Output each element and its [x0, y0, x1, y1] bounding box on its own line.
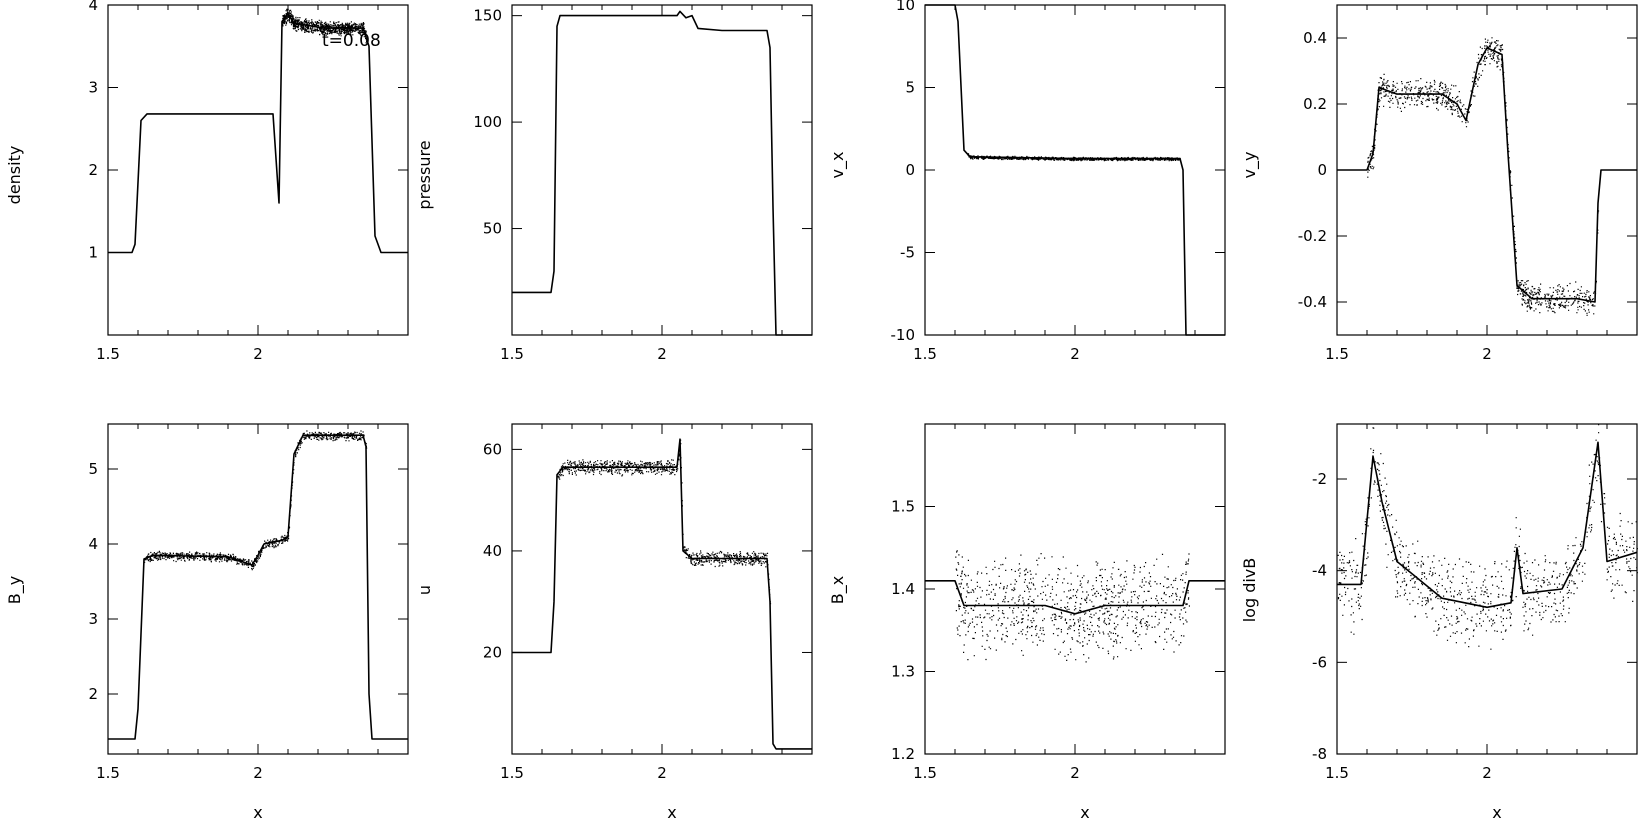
By-ytick-label: 3	[88, 610, 98, 628]
density-ytick-label: 1	[88, 244, 98, 262]
vx-series-line	[925, 4, 1225, 336]
pressure-ylabel: pressure	[415, 140, 434, 209]
vy-ytick-label: -0.2	[1298, 227, 1327, 245]
u-ytick-label: 40	[483, 542, 502, 560]
divB-xlabel: x	[1492, 803, 1501, 822]
pressure-xtick-label: 1.5	[500, 345, 524, 363]
panel-vx-data	[925, 4, 1225, 336]
divB-xtick-label: 2	[1482, 764, 1492, 782]
density-series-line	[108, 12, 408, 254]
Bx-ytick-label: 1.2	[891, 745, 915, 763]
u-series-line	[512, 438, 812, 750]
density-ytick-label: 2	[88, 161, 98, 179]
panel-density-data	[108, 8, 408, 254]
Bx-xtick-label: 1.5	[913, 764, 937, 782]
divB-xtick-label: 1.5	[1325, 764, 1349, 782]
By-xlabel: x	[253, 803, 262, 822]
panel-pressure: 1.5 2 50 100 150 pressure	[415, 4, 813, 363]
vx-ylabel: v_x	[828, 152, 848, 179]
pressure-ytick-label: 50	[483, 220, 502, 238]
vx-xtick-label: 1.5	[913, 345, 937, 363]
By-ytick-label: 4	[88, 535, 98, 553]
panel-u-data	[512, 438, 812, 750]
Bx-ytick-label: 1.4	[891, 580, 915, 598]
vx-ytick-label: -5	[900, 244, 915, 262]
Bx-xlabel: x	[1080, 803, 1089, 822]
pressure-ytick-label: 150	[473, 7, 502, 25]
Bx-series-line	[925, 580, 1225, 615]
Bx-ytick-label: 1.5	[891, 498, 915, 516]
density-ytick-label: 3	[88, 79, 98, 97]
density-xtick-label: 2	[253, 345, 263, 363]
density-ytick-label: 4	[88, 0, 98, 14]
panel-vy-data	[1337, 37, 1637, 316]
vy-ytick-label: -0.4	[1298, 293, 1327, 311]
u-xlabel: x	[667, 803, 676, 822]
vy-ylabel: v_y	[1240, 152, 1260, 179]
panel-By-ticks: 1.5 2 2 3 4 5	[88, 424, 409, 782]
panel-pressure-data	[512, 10, 812, 336]
By-ytick-label: 5	[88, 460, 98, 478]
Bx-scatter-points	[955, 550, 1190, 663]
panel-divB: 1.5 2 -8 -6 -4 -2 log divB x	[1240, 423, 1638, 822]
Bx-ylabel: B_x	[828, 576, 848, 604]
pressure-series-line	[512, 10, 812, 336]
panel-divB-ticks: 1.5 2 -8 -6 -4 -2	[1312, 424, 1638, 782]
Bx-xtick-label: 2	[1070, 764, 1080, 782]
panel-Bx-ticks: 1.5 2 1.2 1.3 1.4 1.5	[891, 424, 1226, 782]
divB-ytick-label: -8	[1312, 745, 1327, 763]
u-ylabel: u	[415, 585, 434, 595]
panel-vy-ticks: 1.5 2 -0.4 -0.2 0 0.2 0.4	[1298, 5, 1638, 363]
density-scatter-points	[282, 8, 368, 44]
vx-ytick-label: -10	[891, 326, 916, 344]
u-xtick-label: 2	[657, 764, 667, 782]
vx-ytick-label: 5	[905, 79, 915, 97]
panel-By: 1.5 2 2 3 4 5 B_y x	[5, 423, 409, 822]
By-ylabel: B_y	[5, 576, 25, 604]
u-ytick-label: 20	[483, 643, 502, 661]
vy-ytick-label: 0.2	[1303, 95, 1327, 113]
vy-ytick-label: 0	[1317, 161, 1327, 179]
vy-ytick-label: 0.4	[1303, 29, 1327, 47]
divB-ytick-label: -4	[1312, 562, 1327, 580]
u-ytick-label: 60	[483, 440, 502, 458]
u-xtick-label: 1.5	[500, 764, 524, 782]
vx-xtick-label: 2	[1070, 345, 1080, 363]
panel-Bx-data	[925, 550, 1225, 663]
panel-By-data	[108, 430, 408, 740]
vy-series-line	[1337, 47, 1637, 303]
panel-Bx: 1.5 2 1.2 1.3 1.4 1.5 B_x x	[828, 423, 1226, 822]
vy-xtick-label: 1.5	[1325, 345, 1349, 363]
By-series-line	[108, 434, 408, 740]
pressure-xtick-label: 2	[657, 345, 667, 363]
vx-ytick-label: 10	[896, 0, 915, 14]
panel-pressure-ticks: 1.5 2 50 100 150	[473, 5, 813, 363]
panel-u-ticks: 1.5 2 20 40 60	[483, 424, 813, 782]
By-xtick-label: 2	[253, 764, 263, 782]
divB-ytick-label: -2	[1312, 470, 1327, 488]
panel-density: 1.5 2 1 2 3 4 density t=0.08	[5, 0, 409, 363]
Bx-ytick-label: 1.3	[891, 663, 915, 681]
density-xtick-label: 1.5	[96, 345, 120, 363]
panel-divB-data	[1337, 424, 1638, 650]
panel-vx: 1.5 2 -10 -5 0 5 10 v_x	[828, 0, 1226, 363]
panel-u: 1.5 2 20 40 60 u x	[415, 423, 813, 822]
panel-vy: 1.5 2 -0.4 -0.2 0 0.2 0.4 v_y	[1240, 4, 1638, 363]
divB-series-line	[1337, 441, 1638, 609]
panel-density-ticks: 1.5 2 1 2 3 4	[88, 0, 409, 363]
divB-ytick-label: -6	[1312, 653, 1327, 671]
divB-ylabel: log divB	[1240, 558, 1259, 623]
By-xtick-label: 1.5	[96, 764, 120, 782]
panel-vx-ticks: 1.5 2 -10 -5 0 5 10	[891, 0, 1226, 363]
time-annotation: t=0.08	[322, 31, 381, 51]
By-ytick-label: 2	[88, 685, 98, 703]
vy-xtick-label: 2	[1482, 345, 1492, 363]
vx-ytick-label: 0	[905, 161, 915, 179]
pressure-ytick-label: 100	[473, 113, 502, 131]
density-ylabel: density	[5, 146, 24, 205]
